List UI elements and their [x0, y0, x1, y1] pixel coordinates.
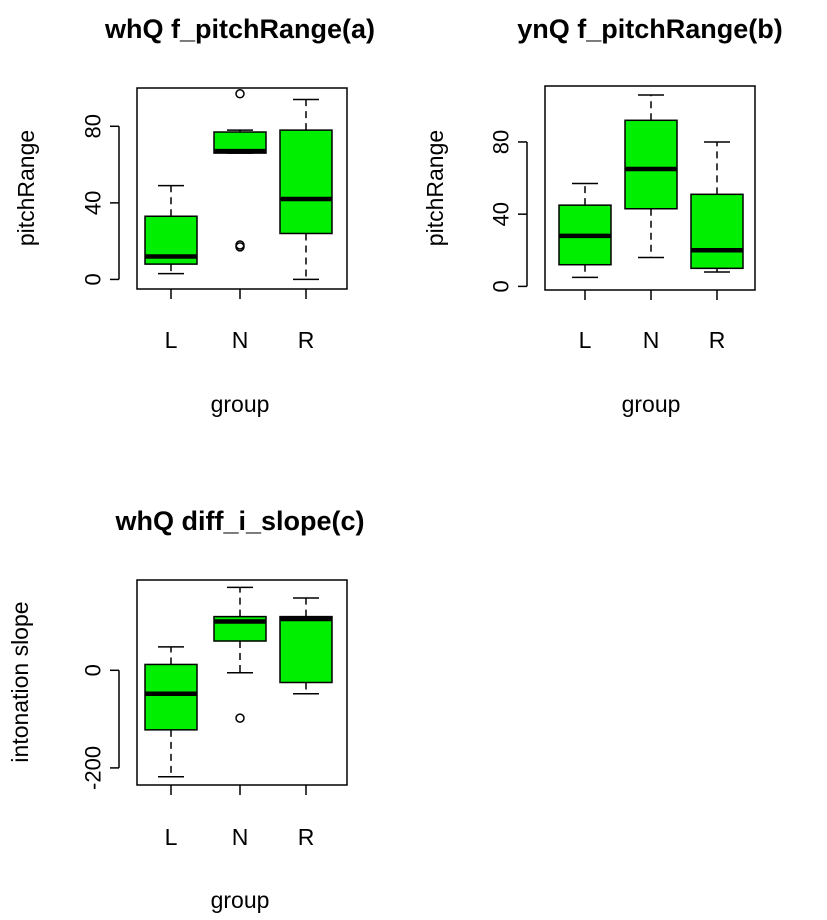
panel-a-group-n-outlier: [235, 242, 245, 252]
panel-b: ynQ f_pitchRange(b) 0 40 80 L N R group pitch…: [422, 14, 783, 417]
panel-a-ylabel: pitchRange: [13, 130, 39, 246]
panel-b-xlabel: group: [622, 391, 681, 417]
panel-a-x-tick-label: N: [232, 327, 249, 353]
panel-c-x-tick-label: L: [165, 824, 178, 850]
panel-c-x-tick-label: N: [232, 824, 249, 850]
panel-a-y-tick-label: 0: [81, 273, 106, 285]
panel-a-y-tick-label: 40: [81, 191, 106, 215]
panel-b-title: ynQ f_pitchRange(b): [517, 14, 783, 44]
panel-c-y-tick-label: -200: [81, 746, 106, 790]
panel-b-group-n-box: [624, 119, 678, 210]
panel-c-group-n-outlier: [235, 713, 245, 723]
panel-b-y-tick-label: 40: [489, 202, 514, 226]
panel-c: whQ diff_i_slope(c) -200 0 L N R group inton…: [7, 506, 365, 913]
panel-b-x-tick-label: R: [709, 327, 726, 353]
panel-c-group-l-box: [144, 663, 198, 731]
panel-a-y-tick-label: 80: [81, 114, 106, 138]
panel-a-x-tick-label: R: [298, 327, 315, 353]
panel-b-group-r-box: [690, 193, 744, 270]
panel-c-x-tick-label: R: [298, 824, 315, 850]
panel-b-plot-box: [544, 85, 756, 291]
panel-b-ylabel: pitchRange: [422, 130, 448, 246]
panel-a-group-n-outlier: [235, 88, 245, 99]
panel-b-x-tick-label: L: [579, 327, 592, 353]
panel-c-ylabel: intonation slope: [7, 601, 33, 762]
panel-b-marks: 0 40 80 L N R: [489, 94, 744, 353]
panel-a-marks: 0 40 80 L N R: [81, 88, 333, 353]
panel-a: whQ f_pitchRange(a) 0 40 80 L N R group pitch…: [13, 14, 375, 417]
panel-c-y-tick-label: 0: [81, 664, 106, 676]
panel-c-title: whQ diff_i_slope(c): [114, 506, 364, 536]
panel-b-y-tick-label: 0: [489, 280, 514, 292]
panel-c-marks: -200 0 L N R: [81, 586, 333, 850]
panel-c-group-r-box: [279, 615, 333, 684]
panel-a-group-r-box: [279, 129, 333, 235]
panel-a-x-tick-label: L: [165, 327, 178, 353]
panel-a-title: whQ f_pitchRange(a): [104, 14, 375, 44]
panel-b-x-tick-label: N: [643, 327, 660, 353]
panel-a-plot-box: [136, 87, 348, 290]
panel-a-xlabel: group: [211, 391, 270, 417]
panel-c-xlabel: group: [211, 887, 270, 913]
panel-c-plot-box: [136, 579, 348, 786]
panel-b-y-tick-label: 80: [489, 130, 514, 154]
